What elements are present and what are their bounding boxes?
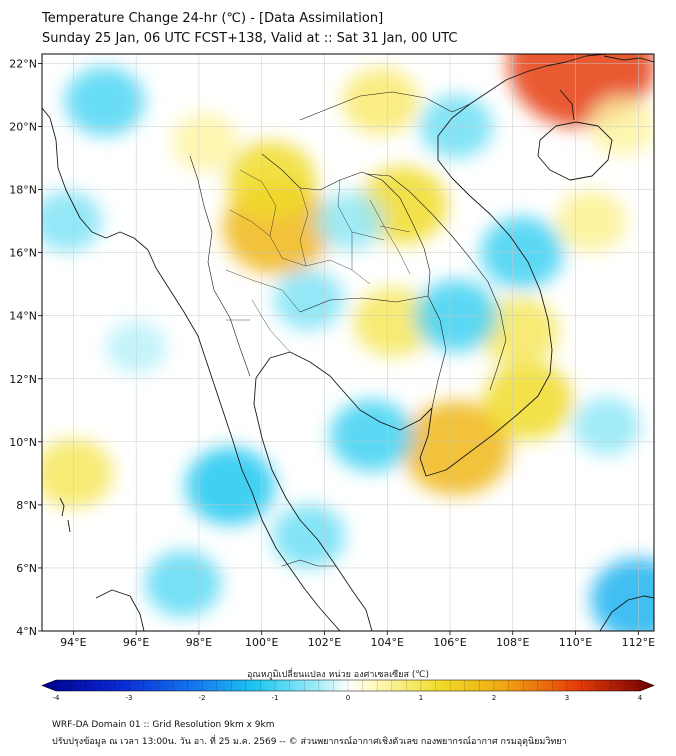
colorbar-tick-label: -2 (199, 694, 206, 702)
colorbar-tick-label: 4 (638, 694, 643, 702)
coastline-gulf-tonkin (559, 55, 654, 121)
anomaly-blob (479, 296, 559, 367)
border-thailand-myanmar (189, 155, 251, 377)
lat-tick-label: 6°N (16, 562, 37, 575)
lat-tick-label: 22°N (9, 57, 37, 70)
anomaly-blob (330, 399, 413, 472)
colorbar-label: อุณหภูมิเปลี่ยนแปลง หน่วย องศาเซลเซียส (… (246, 670, 430, 680)
anomaly-blob (401, 400, 511, 496)
chart-title: Temperature Change 24-hr (℃) - [Data Ass… (42, 11, 384, 26)
colorbar-tick-label: -3 (126, 694, 133, 702)
lon-tick-label: 104°E (371, 636, 404, 649)
anomaly-blob (145, 550, 222, 617)
footer-update-info: ปรับปรุงข้อมูล ณ เวลา 13:00น. วัน อา. ที… (52, 737, 567, 747)
lon-tick-label: 108°E (496, 636, 529, 649)
colorbar-tick-label: -1 (272, 694, 279, 702)
anomaly-blob (42, 190, 103, 252)
coastline-andaman (59, 497, 71, 533)
anomaly-blob (185, 447, 275, 525)
colorbar-tick-label: 1 (419, 694, 423, 702)
coastlines-and-borders (42, 54, 654, 631)
colorbar-tick-label: 0 (346, 694, 350, 702)
coastline-peninsula-west (261, 519, 341, 631)
lon-tick-label: 96°E (123, 636, 149, 649)
chart-subtitle: Sunday 25 Jan, 06 UTC FCST+138, Valid at… (42, 31, 458, 46)
anomaly-blob (42, 438, 114, 508)
colorbar-tick-label: -4 (53, 694, 61, 702)
anomaly-blob (353, 287, 434, 357)
lat-tick-label: 8°N (16, 499, 37, 512)
border-thailand-laos (261, 153, 431, 297)
lat-tick-label: 10°N (9, 436, 37, 449)
coastline-hainan (537, 121, 613, 181)
border-thailand-malaysia (281, 559, 336, 567)
anomaly-blob (342, 68, 420, 135)
anomaly-blob (64, 66, 145, 136)
lon-tick-label: 98°E (186, 636, 212, 649)
border-thailand-cambodia (299, 295, 447, 409)
colorbar: -4 -3 -2 -1 0 1 2 3 4 (41, 679, 655, 702)
colorbar-tick-label: 3 (565, 694, 569, 702)
lat-tick-label: 4°N (16, 625, 37, 638)
lat-tick-label: 14°N (9, 310, 37, 323)
coastline-sumatra (95, 589, 145, 631)
plot-area (42, 54, 654, 631)
anomaly-blob (483, 362, 574, 440)
coastline-peninsula-east (253, 351, 433, 631)
lon-tick-label: 112°E (622, 636, 655, 649)
lat-ticks: 22°N 20°N 18°N 16°N 14°N 12°N 10°N 8°N 6°N 4°N (9, 57, 42, 638)
anomaly-blob (226, 141, 316, 219)
anomaly-blob (316, 192, 383, 251)
coastline-mekong-delta (419, 54, 607, 477)
coastline-borneo (599, 595, 654, 631)
anomaly-blob (573, 397, 641, 456)
lon-tick-label: 102°E (308, 636, 341, 649)
lon-tick-label: 94°E (60, 636, 86, 649)
lat-tick-label: 20°N (9, 121, 37, 134)
footer-model-info: WRF-DA Domain 01 :: Grid Resolution 9km … (52, 720, 275, 730)
lat-tick-label: 16°N (9, 247, 37, 260)
border-laos-vietnam (365, 173, 507, 391)
anomaly-blob (556, 190, 627, 252)
lon-tick-label: 110°E (559, 636, 592, 649)
colorbar-ticks: -4 -3 -2 -1 0 1 2 3 4 (53, 680, 643, 702)
lon-ticks: 94°E 96°E 98°E 100°E 102°E 104°E 106°E 108°E 110… (60, 631, 655, 649)
coastline-myanmar (42, 107, 263, 521)
lat-tick-label: 12°N (9, 373, 37, 386)
province-borders (225, 169, 411, 353)
border-vietnam-china (299, 91, 471, 121)
colorbar-tick-label: 2 (492, 694, 496, 702)
anomaly-field (42, 54, 654, 631)
lat-tick-label: 18°N (9, 184, 37, 197)
anomaly-blob (171, 113, 239, 172)
lon-tick-label: 100°E (245, 636, 278, 649)
anomaly-blob (273, 269, 344, 331)
lat-lon-grid (42, 54, 654, 631)
plot-frame (41, 53, 655, 632)
lon-tick-label: 106°E (433, 636, 466, 649)
